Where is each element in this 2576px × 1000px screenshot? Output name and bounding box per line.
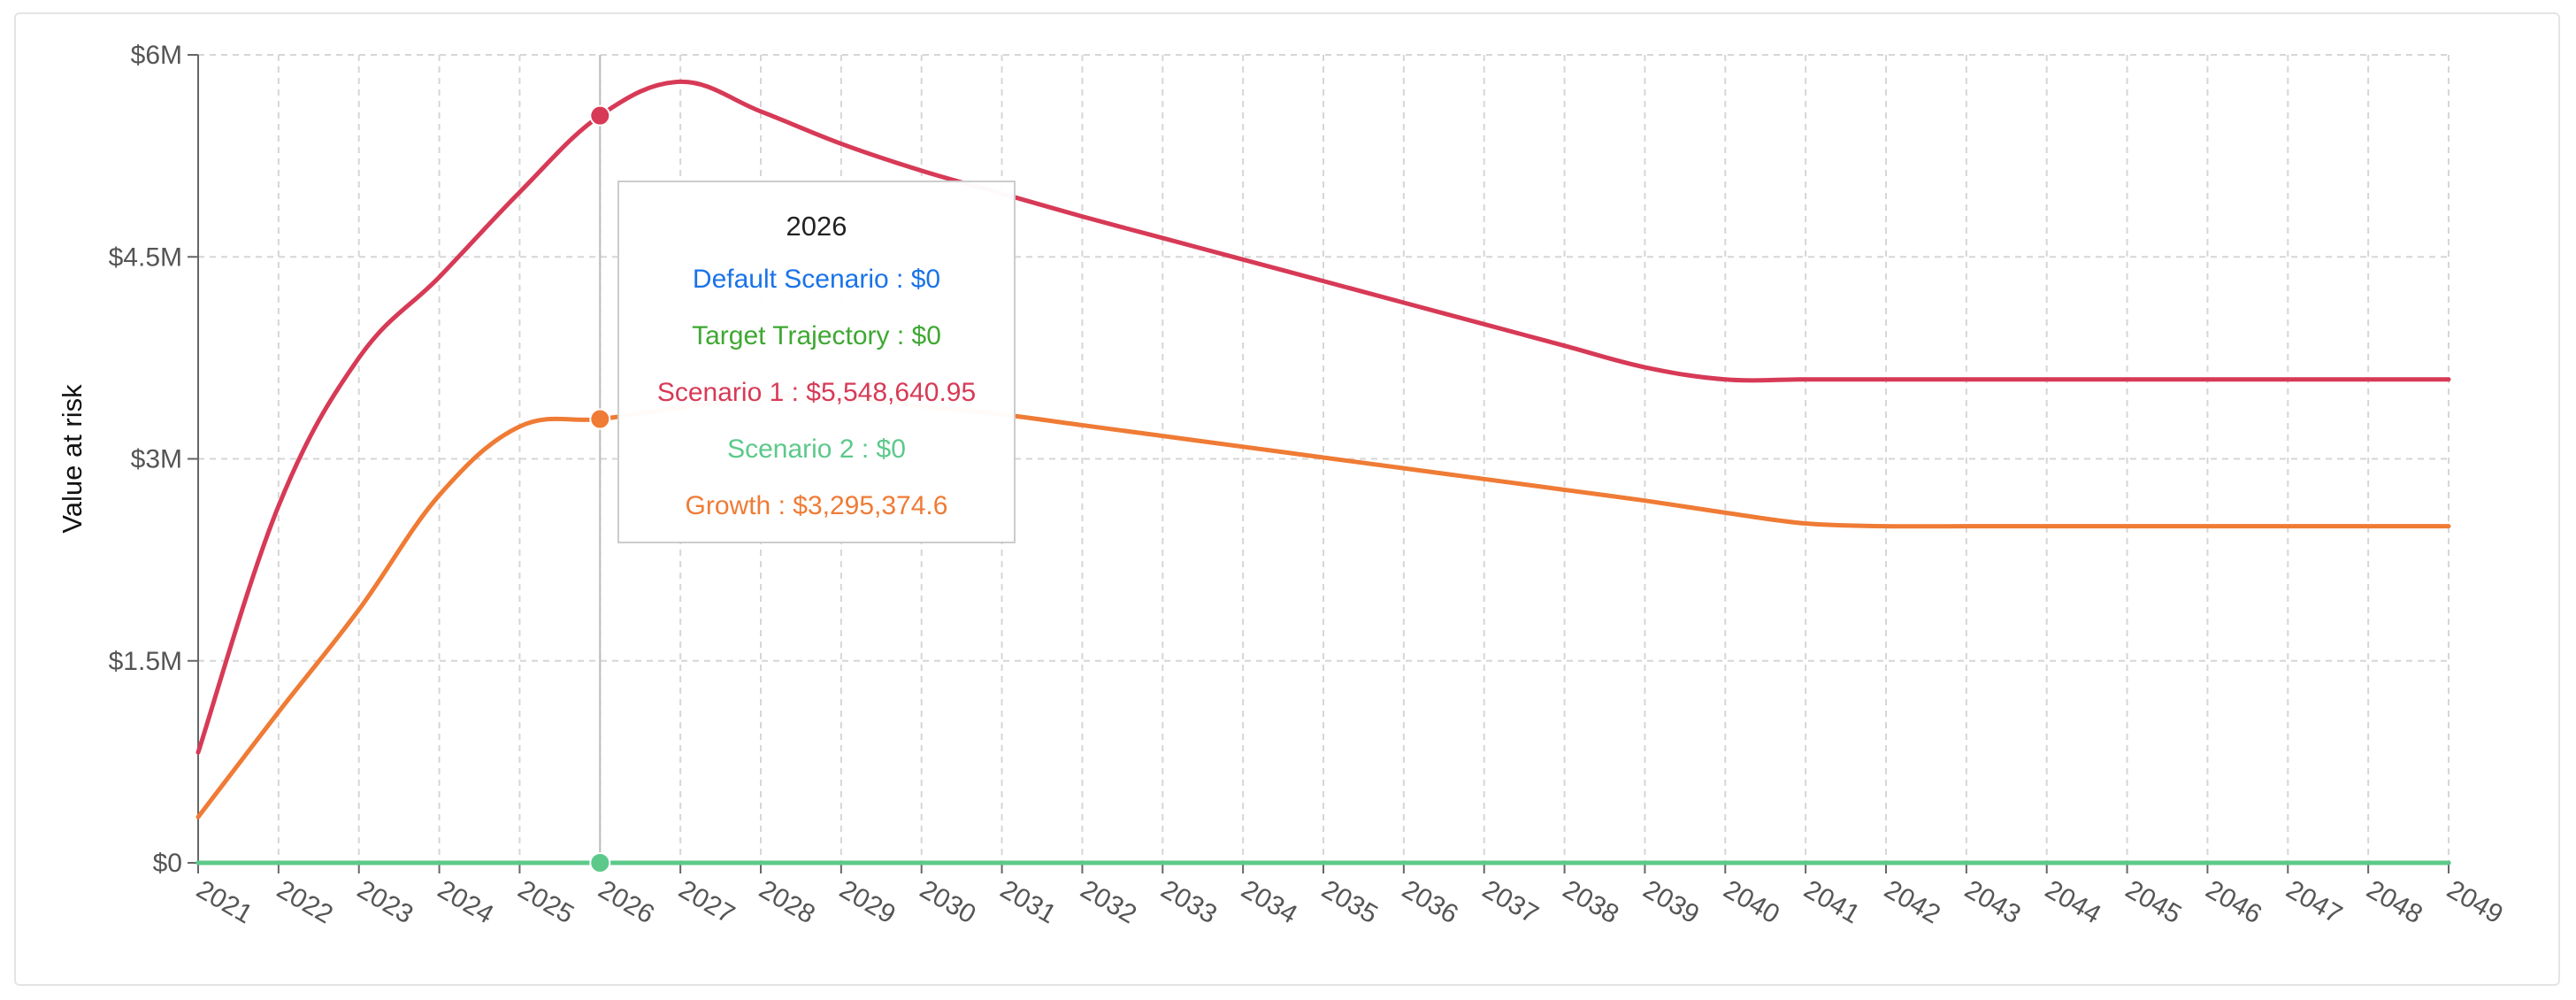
tooltip-row-target-trajectory: Target Trajectory : $0 bbox=[692, 308, 941, 365]
tooltip-label: Scenario 2 bbox=[727, 435, 855, 464]
tooltip-label: Target Trajectory bbox=[692, 321, 890, 350]
series-line-growth bbox=[196, 394, 2451, 819]
x-tick-label: 2034 bbox=[1237, 874, 1302, 929]
x-tick-label: 2046 bbox=[2201, 874, 2266, 929]
x-tick-label: 2045 bbox=[2120, 874, 2186, 929]
tooltip-value: $5,548,640.95 bbox=[806, 378, 977, 407]
x-tick-label: 2039 bbox=[1638, 874, 1704, 929]
tooltip-row-default-scenario: Default Scenario : $0 bbox=[693, 251, 940, 308]
tooltip-label: Growth bbox=[685, 491, 771, 520]
x-tick-label: 2023 bbox=[352, 874, 418, 929]
x-tick-label: 2047 bbox=[2281, 874, 2347, 929]
x-tick-label: 2035 bbox=[1317, 874, 1383, 929]
x-tick-label: 2036 bbox=[1397, 874, 1462, 929]
x-tick-label: 2029 bbox=[834, 874, 900, 929]
hover-point-growth bbox=[589, 408, 611, 430]
tooltip-separator: : bbox=[770, 491, 794, 520]
x-tick-label: 2043 bbox=[1959, 874, 2025, 929]
tooltip-separator: : bbox=[888, 265, 911, 294]
x-tick-label: 2028 bbox=[755, 874, 820, 929]
tooltip-separator: : bbox=[854, 435, 877, 464]
x-tick-label: 2024 bbox=[433, 874, 498, 929]
tooltip-title: 2026 bbox=[786, 211, 847, 242]
x-tick-label: 2042 bbox=[1880, 874, 1945, 929]
tooltip-separator: : bbox=[784, 378, 807, 407]
x-tick-label: 2037 bbox=[1477, 874, 1543, 929]
chart-tooltip: 2026 Default Scenario : $0 Target Trajec… bbox=[617, 181, 1016, 543]
y-tick-label: $4.5M bbox=[109, 242, 182, 272]
tooltip-value: $3,295,374.6 bbox=[793, 491, 948, 520]
hover-point-scenario-2 bbox=[589, 852, 611, 873]
y-tick-label: $0 bbox=[153, 849, 182, 878]
x-tick-label: 2038 bbox=[1558, 874, 1623, 929]
x-tick-label: 2041 bbox=[1799, 874, 1865, 929]
x-tick-label: 2044 bbox=[2040, 874, 2105, 929]
x-tick-label: 2049 bbox=[2442, 874, 2508, 929]
x-tick-label: 2027 bbox=[674, 874, 740, 929]
tooltip-value: $0 bbox=[910, 265, 941, 294]
x-tick-label: 2031 bbox=[995, 874, 1061, 929]
series-line-scenario-1 bbox=[196, 79, 2451, 755]
y-axis-title: Value at risk bbox=[57, 384, 88, 534]
tooltip-row-scenario-1: Scenario 1 : $5,548,640.95 bbox=[657, 365, 976, 421]
y-tick-label: $3M bbox=[131, 445, 182, 474]
tooltip-row-growth: Growth : $3,295,374.6 bbox=[686, 478, 948, 535]
tooltip-label: Scenario 1 bbox=[656, 378, 785, 407]
y-tick-label: $6M bbox=[131, 41, 182, 70]
tooltip-separator: : bbox=[889, 321, 912, 350]
tooltip-value: $0 bbox=[876, 435, 906, 464]
x-tick-label: 2033 bbox=[1156, 874, 1222, 929]
x-tick-label: 2021 bbox=[192, 874, 257, 929]
y-tick-label: $1.5M bbox=[109, 647, 182, 676]
x-tick-label: 2022 bbox=[272, 874, 337, 929]
tooltip-value: $0 bbox=[911, 321, 941, 350]
hover-point-scenario-1 bbox=[589, 104, 611, 127]
x-tick-label: 2025 bbox=[513, 874, 579, 929]
x-tick-label: 2040 bbox=[1719, 874, 1784, 929]
x-tick-label: 2026 bbox=[594, 874, 659, 929]
x-tick-label: 2030 bbox=[915, 874, 980, 929]
x-tick-label: 2048 bbox=[2362, 874, 2427, 929]
x-tick-label: 2032 bbox=[1076, 874, 1141, 929]
tooltip-row-scenario-2: Scenario 2 : $0 bbox=[727, 421, 906, 478]
tooltip-label: Default Scenario bbox=[692, 265, 889, 294]
